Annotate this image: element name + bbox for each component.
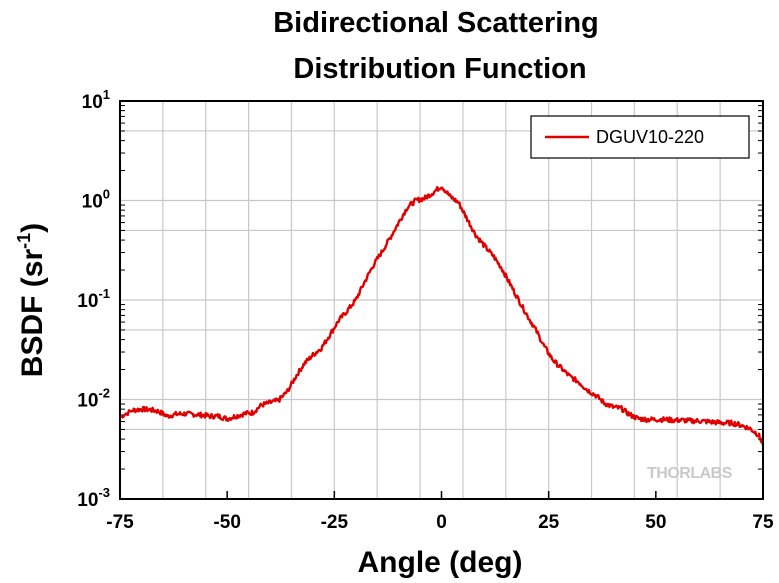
y-tick-exponent: 1 xyxy=(103,87,110,102)
x-tick-label: -75 xyxy=(106,512,134,533)
y-axis-label-main: BSDF (sr xyxy=(16,249,49,378)
x-tick-labels: -75 -50 -25 0 25 50 75 xyxy=(106,512,774,533)
y-tick-label: 100 xyxy=(82,187,110,213)
y-tick-label: 10-3 xyxy=(77,485,110,511)
y-axis-label-close: ) xyxy=(16,223,49,233)
x-tick-label: 0 xyxy=(436,512,447,533)
x-tick-label: -25 xyxy=(321,512,349,533)
chart-title-line-2: Distribution Function xyxy=(293,53,586,85)
chart-title-line-1: Bidirectional Scattering xyxy=(273,7,599,39)
y-tick-exponent: -3 xyxy=(98,485,110,500)
y-tick-base: 10 xyxy=(77,490,98,511)
x-tick-label: -50 xyxy=(213,512,240,533)
x-tick-label: 25 xyxy=(538,512,560,533)
y-tick-base: 10 xyxy=(82,192,103,213)
y-tick-exponent: -1 xyxy=(98,286,110,301)
thorlabs-watermark: THORLABS xyxy=(647,465,733,482)
y-tick-base: 10 xyxy=(77,291,98,312)
y-tick-base: 10 xyxy=(82,92,103,113)
y-tick-label: 10-1 xyxy=(77,286,110,312)
plot-frame xyxy=(119,100,764,500)
y-tick-label: 10-2 xyxy=(77,386,110,412)
grid-lines xyxy=(120,101,763,499)
legend: DGUV10-220 xyxy=(530,115,750,159)
series-line-dguv10-220 xyxy=(119,185,765,446)
y-tick-base: 10 xyxy=(77,391,98,412)
y-tick-label: 101 xyxy=(82,87,110,113)
y-tick-exponent: 0 xyxy=(103,187,110,202)
y-axis-label: BSDF (sr-1) xyxy=(14,223,49,377)
y-tick-exponent: -2 xyxy=(98,386,110,401)
x-axis-label: Angle (deg) xyxy=(358,546,523,579)
y-axis-label-superscript: -1 xyxy=(14,233,34,249)
x-tick-label: 75 xyxy=(752,512,774,533)
x-tick-label: 50 xyxy=(645,512,666,533)
legend-label: DGUV10-220 xyxy=(596,127,704,147)
